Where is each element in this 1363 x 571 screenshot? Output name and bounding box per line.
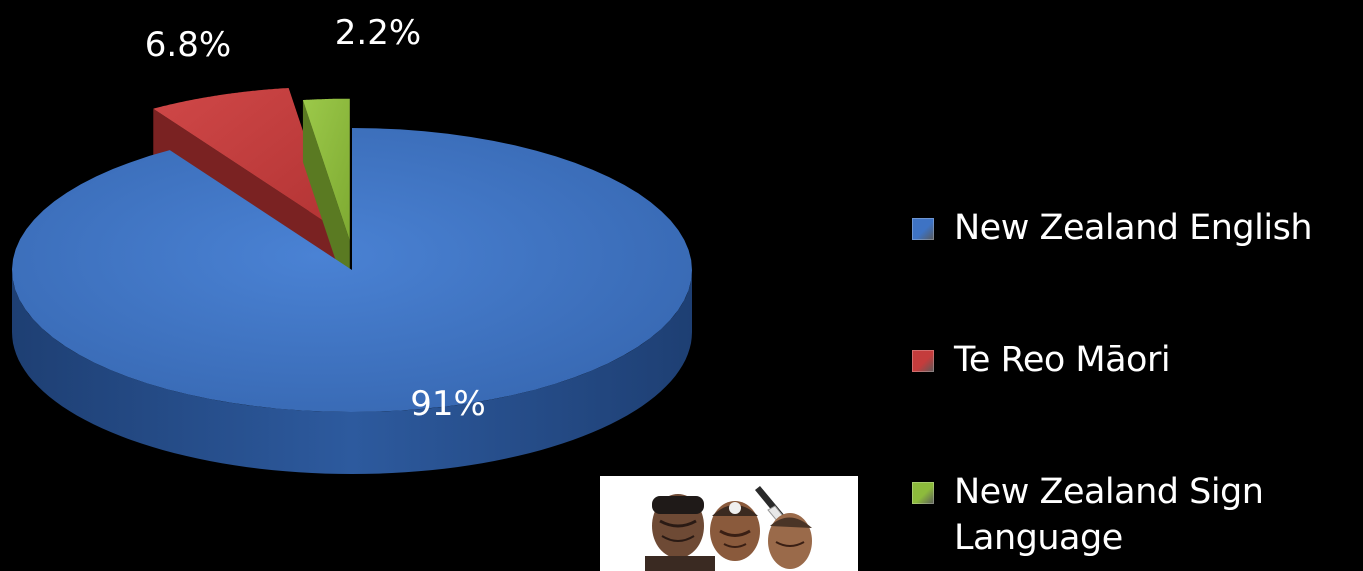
legend-swatch-maori (912, 350, 934, 372)
pie-slice-english (12, 128, 692, 474)
maori-people-photo (600, 476, 858, 571)
pie-slice-top-maori (153, 88, 336, 229)
legend-item-sign-language: New Zealand Sign Language (912, 469, 1354, 561)
pie-slice-sign-language (302, 98, 350, 303)
legend-swatch-sign-language (912, 482, 934, 504)
pie-slice-top-sign-language (302, 98, 350, 241)
maori-people-illustration (600, 476, 858, 571)
pie-slice-top-english (12, 128, 692, 412)
pie-chart: 91% 6.8% 2.2% (12, 13, 692, 474)
data-label-maori: 6.8% (145, 25, 231, 65)
legend-swatch-english (912, 218, 934, 240)
legend-label-english: New Zealand English (954, 208, 1313, 248)
data-label-english: 91% (410, 384, 486, 424)
legend-label-maori: Te Reo Māori (954, 340, 1171, 380)
legend-item-english: New Zealand English (912, 205, 1354, 251)
legend-item-maori: Te Reo Māori (912, 337, 1354, 383)
pie-slice-side-english (12, 270, 692, 474)
pie-slice-face-sign-language (302, 100, 350, 303)
data-label-sign-language: 2.2% (335, 13, 421, 53)
legend-label-sign-language: New Zealand Sign Language (954, 472, 1264, 558)
